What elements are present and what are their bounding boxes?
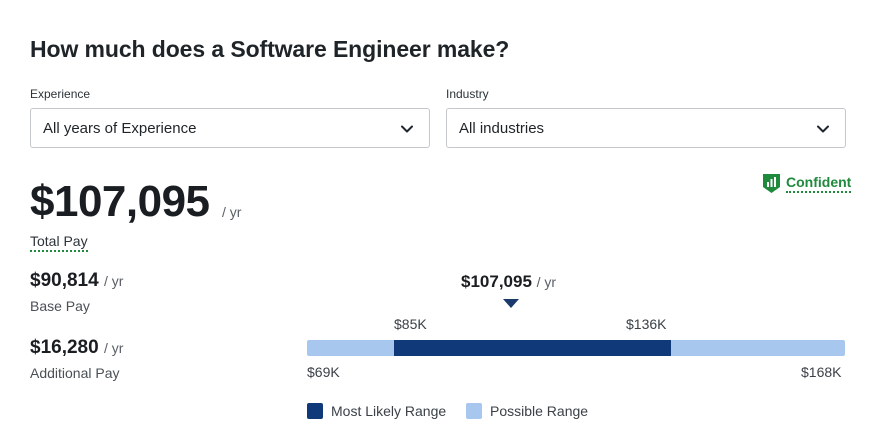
additional-pay-label: Additional Pay <box>30 365 120 381</box>
additional-pay-value: $16,280 <box>30 337 99 358</box>
base-pay-value: $90,814 <box>30 270 99 291</box>
chevron-down-icon <box>817 125 829 133</box>
possible-range-bar <box>307 340 845 356</box>
additional-pay-per-year: / yr <box>103 340 124 356</box>
experience-value: All years of Experience <box>43 120 197 137</box>
experience-label: Experience <box>30 87 91 101</box>
page-title: How much does a Software Engineer make? <box>30 36 510 62</box>
base-pay-per-year: / yr <box>103 273 124 289</box>
median-pay-value: $107,095 <box>461 272 532 291</box>
base-pay-amount: $90,814 / yr <box>30 270 123 292</box>
likely-high-label: $136K <box>626 316 667 332</box>
legend-likely-swatch <box>307 403 323 419</box>
confidence-label: Confident <box>786 174 852 193</box>
legend-likely-label: Most Likely Range <box>331 403 447 419</box>
total-pay-label[interactable]: Total Pay <box>30 233 88 252</box>
additional-pay-amount: $16,280 / yr <box>30 337 123 359</box>
industry-select[interactable]: All industries <box>446 108 846 148</box>
legend-likely: Most Likely Range <box>307 403 446 419</box>
likely-range-bar <box>393 340 672 356</box>
base-pay-label: Base Pay <box>30 298 90 314</box>
confidence-shield-icon <box>763 174 780 193</box>
median-pay-per-year: / yr <box>536 274 557 290</box>
legend-possible: Possible Range <box>466 403 588 419</box>
experience-select[interactable]: All years of Experience <box>30 108 430 148</box>
likely-low-label: $85K <box>394 316 427 332</box>
industry-label: Industry <box>446 87 489 101</box>
industry-value: All industries <box>459 120 545 137</box>
legend-possible-swatch <box>466 403 482 419</box>
total-pay-amount: $107,095 <box>30 177 210 226</box>
legend-possible-label: Possible Range <box>490 403 589 419</box>
possible-low-label: $69K <box>307 364 340 380</box>
median-pay-label: $107,095 / yr <box>461 272 556 292</box>
total-pay-per-year: / yr <box>222 204 242 220</box>
chevron-down-icon <box>401 125 413 133</box>
confidence-indicator[interactable]: Confident <box>762 173 852 194</box>
possible-high-label: $168K <box>801 364 842 380</box>
median-marker <box>503 299 519 308</box>
